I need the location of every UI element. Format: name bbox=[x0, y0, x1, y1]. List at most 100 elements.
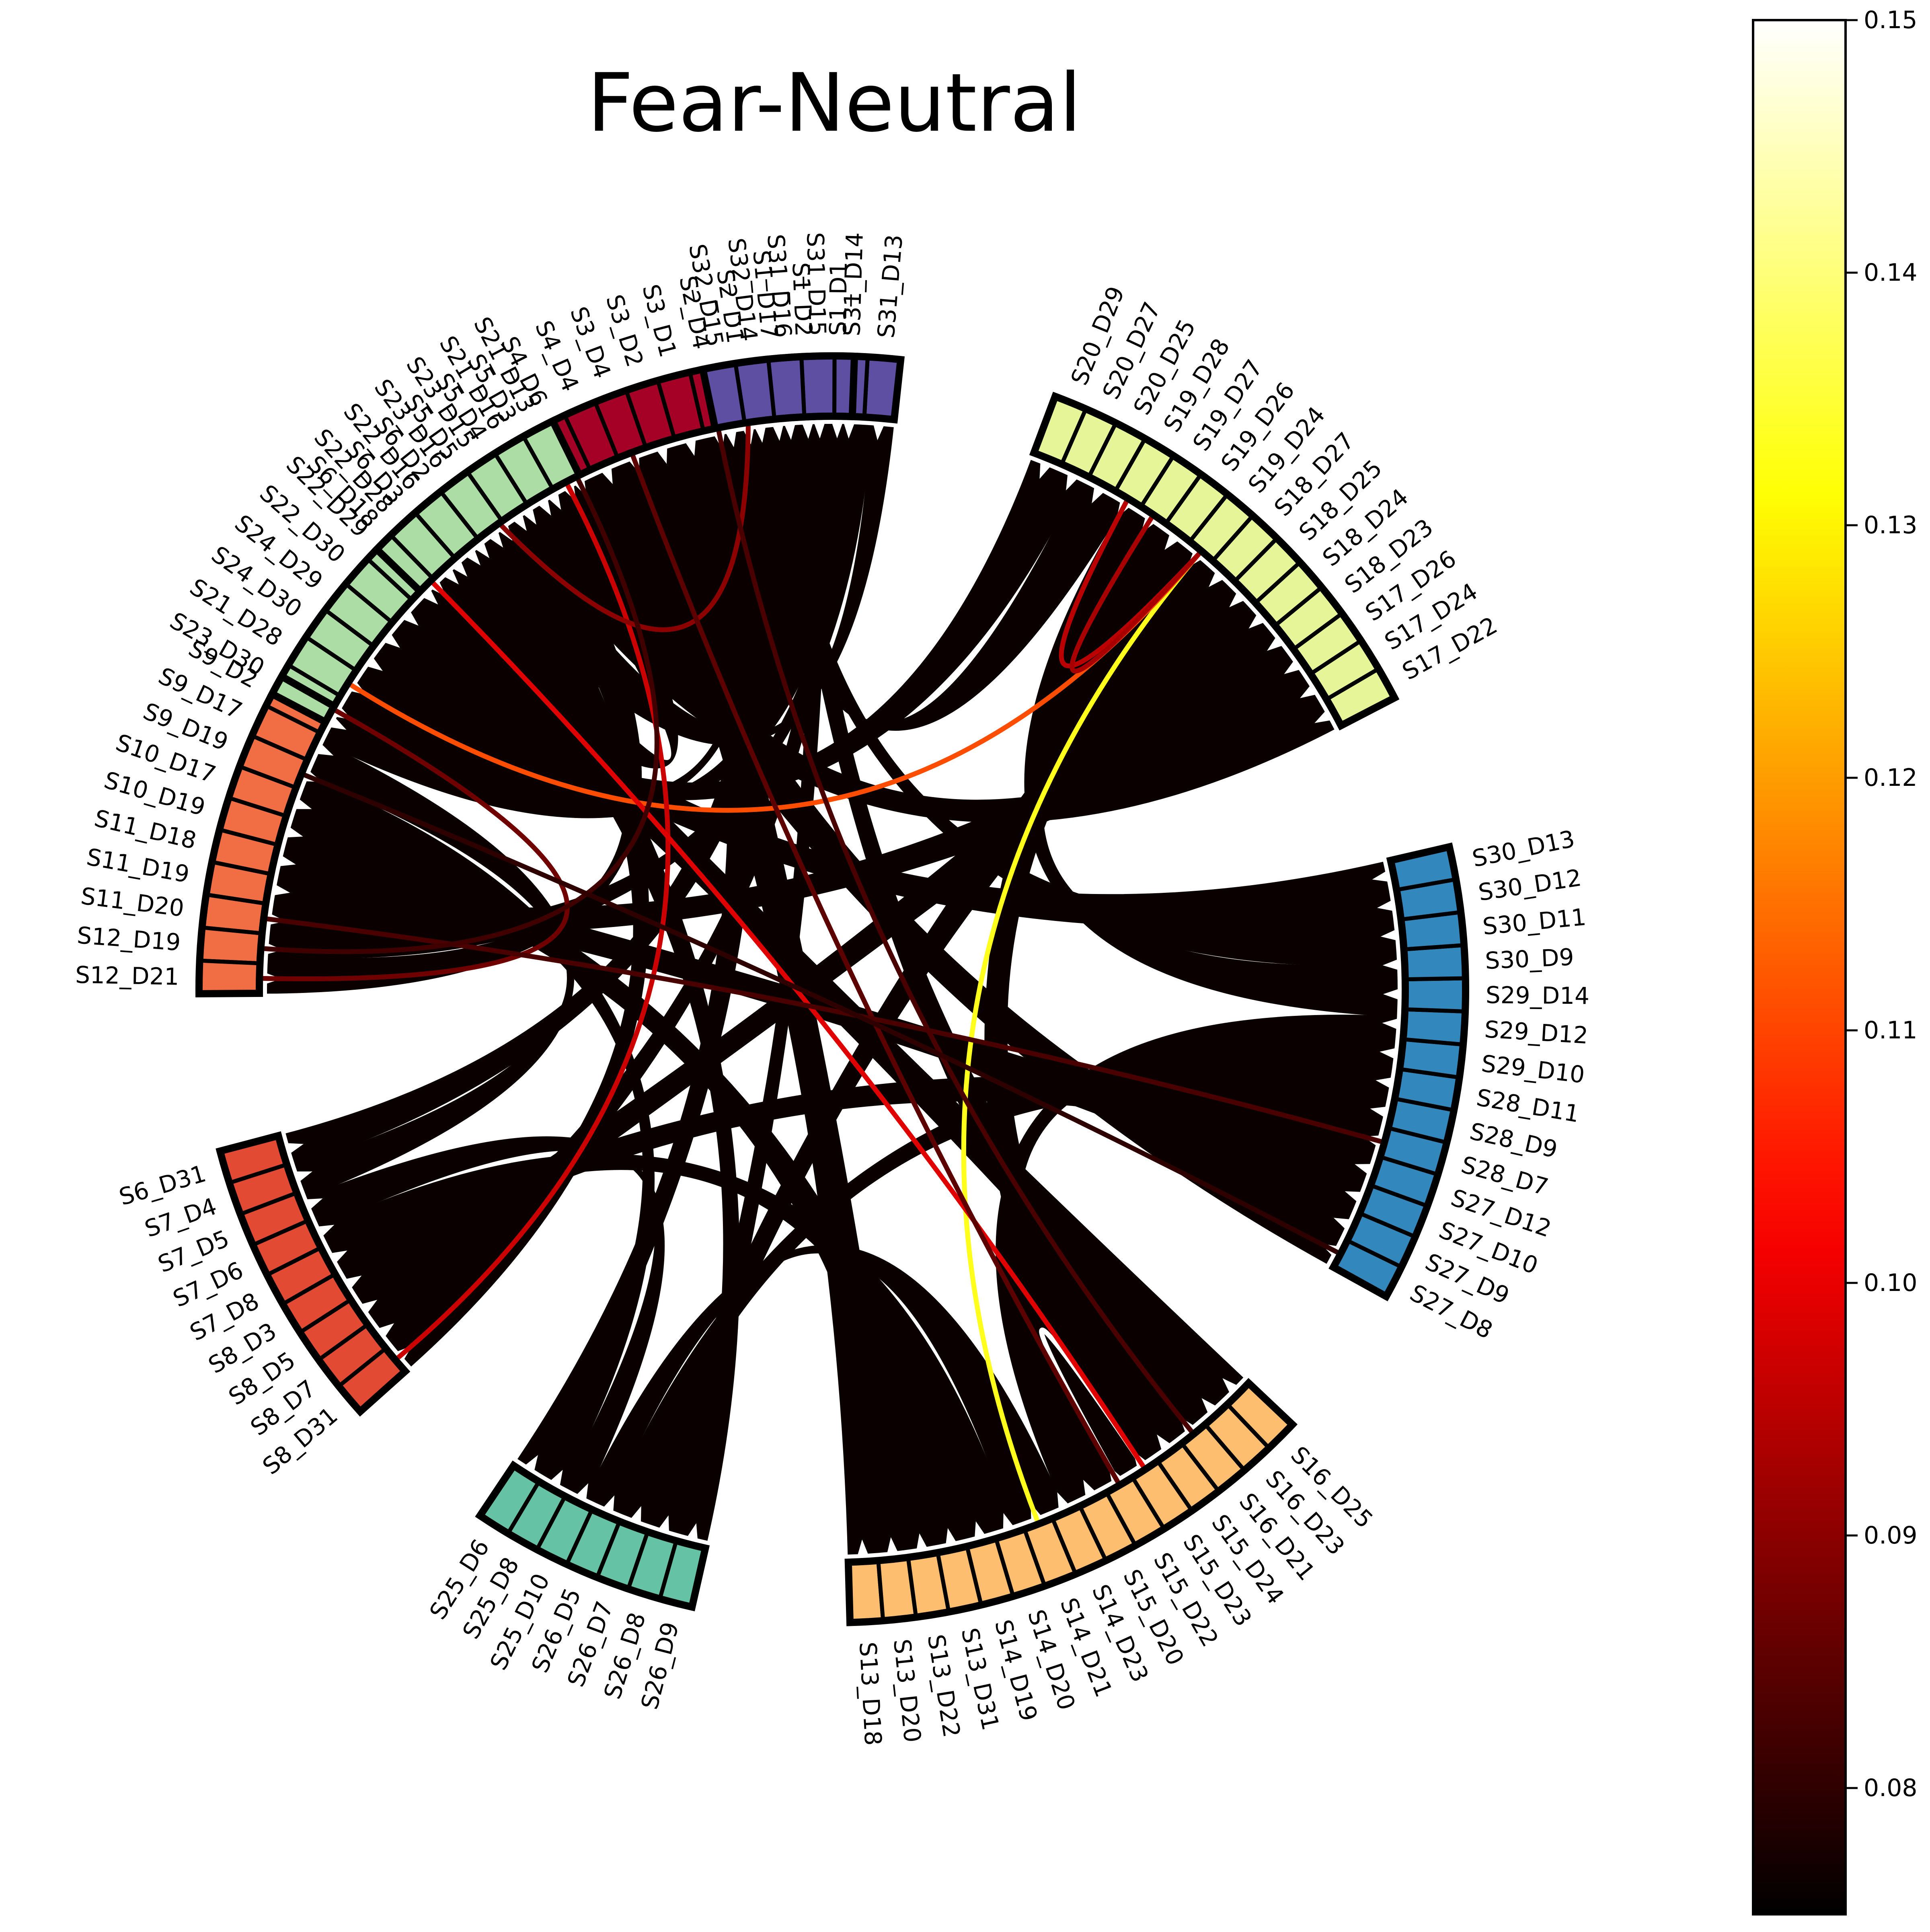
channel-tick-S31_D16 bbox=[782, 419, 797, 440]
channel-tick-S14_D20 bbox=[1003, 1513, 1016, 1535]
group-outline-8 bbox=[267, 416, 584, 727]
channel-tick-S30_D9 bbox=[1382, 957, 1403, 972]
channel-tick-S29_D12 bbox=[1382, 1017, 1403, 1031]
channel-tick-S18_D24 bbox=[1248, 610, 1269, 629]
link-S21_D13-S8_D31 bbox=[396, 483, 671, 1360]
channel-tick-S31_D13 bbox=[872, 419, 886, 440]
channel-label-S1_D2: S1_D2 bbox=[787, 262, 817, 337]
link-S3_D4-S15_D22 bbox=[630, 454, 1120, 1484]
channel-tick-S6_D3 bbox=[449, 557, 468, 577]
group-outline-1 bbox=[195, 671, 339, 998]
channel-tick-S29_D10 bbox=[1380, 1047, 1400, 1061]
channel-tick-S22_D29 bbox=[419, 585, 438, 605]
channel-tick-S26_D7 bbox=[628, 1506, 641, 1527]
channel-box-S12_D19 bbox=[197, 925, 265, 966]
channel-tick-S18_D25 bbox=[1229, 588, 1249, 608]
channel-tick-S32_D14 bbox=[753, 422, 767, 443]
channel-label-S29_D14: S29_D14 bbox=[1486, 981, 1590, 1009]
channel-tick-S1_D17 bbox=[770, 420, 785, 441]
channel-tick-S11_D19 bbox=[269, 882, 290, 896]
colorbar-tick-label: 0.14 bbox=[1864, 259, 1918, 287]
channel-label-S30_D13: S30_D13 bbox=[1470, 825, 1577, 872]
channel-box-layer bbox=[195, 352, 1469, 1626]
channel-tick-S28_D9 bbox=[1370, 1106, 1391, 1120]
channel-tick-S10_D17 bbox=[290, 795, 312, 809]
channel-tick-S16_D23 bbox=[1201, 1398, 1220, 1418]
channel-tick-S11_D18 bbox=[275, 853, 296, 867]
channel-label-S13_D18: S13_D18 bbox=[854, 1641, 887, 1746]
channel-tick-S31_D14 bbox=[842, 418, 856, 439]
group-outline-4 bbox=[844, 1378, 1298, 1626]
ribbon-3-6 bbox=[632, 566, 1245, 1527]
channel-tick-S1_D2 bbox=[800, 418, 815, 439]
channel-label-S13_D22: S13_D22 bbox=[922, 1632, 965, 1739]
link-layer bbox=[261, 424, 1383, 1523]
colorbar-tick-label: 0.09 bbox=[1864, 1521, 1918, 1550]
channel-label-S31_D14: S31_D14 bbox=[838, 232, 868, 337]
channel-tick-S1_D1 bbox=[830, 418, 844, 439]
colorbar-tick-label: 0.12 bbox=[1864, 764, 1918, 792]
channel-tick-S13_D20 bbox=[886, 1537, 900, 1558]
channel-tick-S3_D2 bbox=[654, 442, 667, 464]
channel-tick-S26_D8 bbox=[656, 1515, 669, 1537]
channel-tick-S22_D28 bbox=[440, 565, 459, 585]
channel-label-S13_D20: S13_D20 bbox=[888, 1638, 926, 1744]
channel-box-S29_D14 bbox=[1402, 976, 1468, 1014]
channel-box-S29_D12 bbox=[1401, 1007, 1468, 1047]
channel-label-S29_D12: S29_D12 bbox=[1484, 1015, 1589, 1049]
ribbon-5-6 bbox=[1024, 505, 1398, 1017]
group-outline-3 bbox=[475, 1460, 710, 1611]
channel-tick-S3_D1 bbox=[682, 434, 696, 456]
chart-title: Fear-Neutral bbox=[587, 56, 1082, 150]
channel-label-S31_D15: S31_D15 bbox=[801, 232, 831, 337]
group-outline-6 bbox=[1029, 392, 1400, 731]
ribbon-6-8 bbox=[354, 460, 1079, 800]
group-outline-2 bbox=[216, 1131, 411, 1417]
channel-tick-S16_D25 bbox=[1222, 1378, 1242, 1398]
channel-tick-S6_D31 bbox=[282, 1143, 304, 1157]
channel-tick-S30_D12 bbox=[1377, 898, 1398, 912]
channel-tick-S22_D30 bbox=[398, 607, 419, 626]
link-S19_D24-S19_D27 bbox=[1070, 516, 1201, 674]
channel-tick-S7_D4 bbox=[291, 1171, 312, 1185]
channel-tick-S26_D9 bbox=[684, 1523, 698, 1545]
link-S12_D19-S4_D6 bbox=[262, 477, 659, 954]
channel-tick-S24_D29 bbox=[380, 630, 400, 648]
channel-tick-S29_D14 bbox=[1383, 987, 1403, 1001]
channel-box-S31_D15 bbox=[799, 354, 837, 419]
channel-tick-S8_D7 bbox=[374, 1323, 394, 1341]
colorbar-gradient bbox=[1752, 19, 1847, 1916]
channel-tick-S32_D15 bbox=[723, 426, 737, 448]
channel-tick-S6_D2 bbox=[471, 538, 490, 558]
link-S5_D5-S2_D1 bbox=[499, 424, 751, 632]
channel-label-S1_D1: S1_D1 bbox=[824, 261, 852, 336]
channel-tick-S27_D12 bbox=[1355, 1164, 1376, 1177]
channel-label-S30_D12: S30_D12 bbox=[1476, 864, 1583, 906]
group-outline-7 bbox=[698, 352, 905, 433]
channel-tick-S18_D27 bbox=[1209, 567, 1228, 587]
channel-tick-S14_D19 bbox=[974, 1521, 988, 1543]
group-outline-5 bbox=[1328, 842, 1469, 1301]
channel-tick-S19_D26 bbox=[1164, 530, 1183, 550]
colorbar-tick-label: 0.15 bbox=[1864, 6, 1918, 34]
channel-tick-S31_D15 bbox=[812, 418, 827, 439]
colorbar-tick-label: 0.10 bbox=[1864, 1269, 1918, 1297]
channel-tick-S22_D16 bbox=[462, 545, 480, 565]
colorbar-tick-label: 0.11 bbox=[1864, 1016, 1918, 1044]
channel-tick-S30_D13 bbox=[1372, 868, 1393, 882]
link-S9_D19-S27_D8 bbox=[302, 773, 1340, 1255]
channel-tick-S28_D11 bbox=[1376, 1077, 1397, 1091]
channel-tick-S13_D31 bbox=[945, 1528, 959, 1549]
channel-box-S12_D21 bbox=[197, 958, 262, 996]
channel-tick-S13_D22 bbox=[916, 1533, 930, 1554]
channel-label-S30_D11: S30_D11 bbox=[1481, 903, 1587, 940]
link-S11_D20-S28_D7 bbox=[265, 917, 1383, 1144]
link-S2_D4-S16_D21 bbox=[716, 429, 1194, 1434]
ribbon-3-5 bbox=[608, 1057, 1392, 1519]
channel-tick-S18_D23 bbox=[1267, 633, 1287, 651]
channel-tick-S13_D18 bbox=[856, 1539, 871, 1560]
link-S12_D21-S23_D30 bbox=[261, 708, 570, 981]
colorbar-tick-label: 0.13 bbox=[1864, 511, 1918, 539]
